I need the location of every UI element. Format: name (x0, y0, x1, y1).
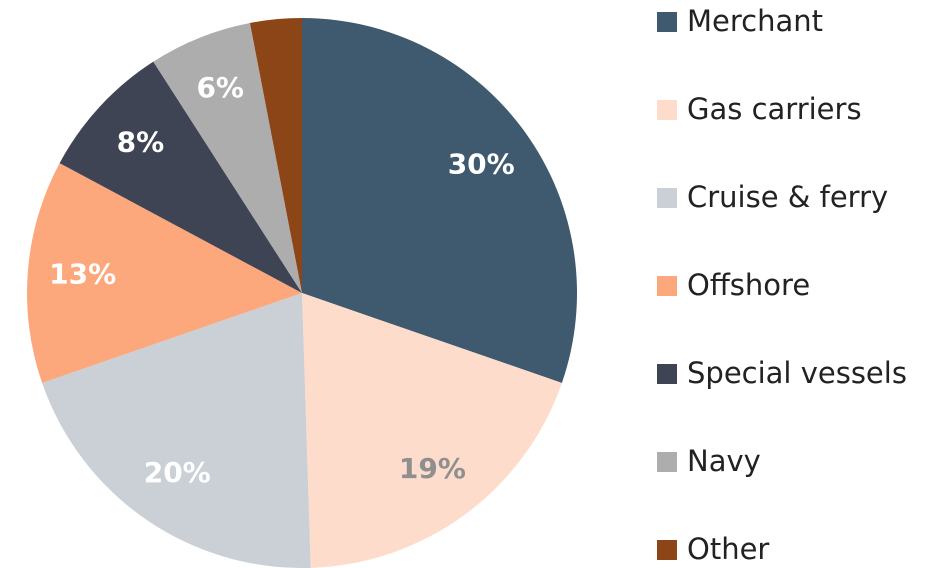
data-label: 13% (49, 258, 116, 291)
legend-swatch (657, 188, 677, 208)
data-label: 8% (117, 126, 165, 159)
data-label: 30% (448, 147, 515, 180)
legend-swatch (657, 540, 677, 560)
pie-slice (26, 163, 302, 383)
legend-label: Gas carriers (687, 92, 862, 126)
legend-label: Merchant (687, 4, 823, 38)
legend-label: Offshore (687, 268, 810, 302)
pie-slice (59, 61, 302, 294)
pie-slice (302, 293, 562, 568)
pie-slice (302, 18, 578, 383)
legend-label: Navy (687, 444, 761, 478)
legend-swatch (657, 452, 677, 472)
legend-swatch (657, 364, 677, 384)
legend-label: Special vessels (687, 356, 907, 390)
data-label: 6% (196, 71, 244, 104)
legend-swatch (657, 100, 677, 120)
legend-swatch (657, 276, 677, 296)
data-label: 19% (399, 452, 466, 485)
legend-label: Other (687, 532, 769, 566)
pie-slice (42, 293, 311, 568)
data-label: 20% (144, 456, 211, 489)
legend-swatch (657, 12, 677, 32)
pie-slice (249, 18, 302, 293)
legend-label: Cruise & ferry (687, 180, 888, 214)
pie-slice (153, 22, 302, 294)
